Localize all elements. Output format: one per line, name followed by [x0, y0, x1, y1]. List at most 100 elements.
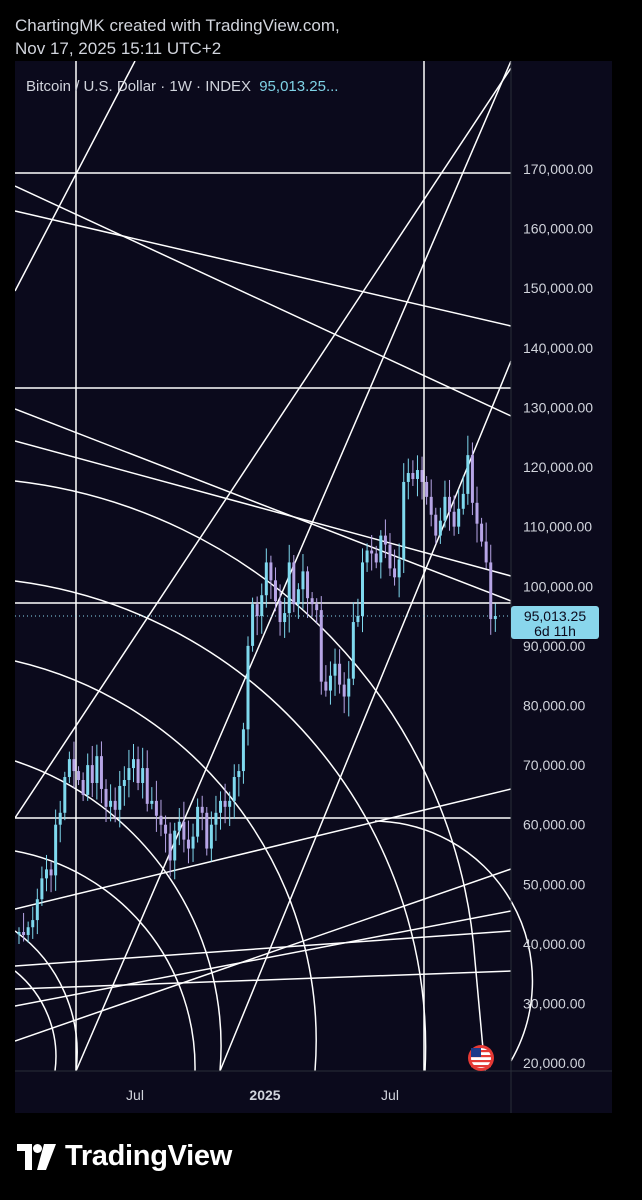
- gann-arc-3: [15, 760, 222, 1072]
- candle-body-90: [429, 496, 433, 515]
- gann-line-16: [15, 408, 512, 602]
- candles: [17, 435, 497, 944]
- candle-body-10: [63, 777, 67, 813]
- y-tick-label-8: 90,000.00: [523, 638, 585, 654]
- candle-body-29: [150, 800, 154, 804]
- y-tick-label-5: 120,000.00: [523, 459, 593, 475]
- candle-body-81: [388, 544, 392, 569]
- y-tick-label-2: 150,000.00: [523, 280, 593, 296]
- candle-body-77: [370, 550, 374, 554]
- x-tick-label-2: Jul: [381, 1087, 399, 1103]
- candle-body-7: [49, 869, 53, 876]
- y-tick-label-0: 170,000.00: [523, 161, 593, 177]
- candle-body-13: [77, 771, 81, 781]
- x-tick-label-0: Jul: [126, 1087, 144, 1103]
- symbol-last-price: 95,013.25...: [259, 78, 339, 95]
- candle-body-14: [81, 780, 85, 795]
- chart-panel[interactable]: 170,000.00 160,000.00 150,000.00 140,000.00…: [15, 61, 612, 1113]
- candle-body-17: [95, 756, 99, 783]
- gann-line-6: [15, 67, 512, 819]
- candle-body-98: [466, 455, 470, 494]
- price-tag-countdown: 6d 11h: [534, 623, 576, 639]
- candle-body-53: [260, 595, 264, 617]
- candle-body-92: [438, 520, 442, 536]
- candle-body-28: [145, 768, 149, 804]
- candle-body-101: [480, 523, 484, 542]
- candle-body-30: [154, 800, 158, 816]
- symbol-bar[interactable]: Bitcoin / U.S. Dollar · 1W · INDEX 95,01…: [26, 78, 338, 95]
- y-tick-label-15: 20,000.00: [523, 1055, 585, 1071]
- candle-body-16: [90, 765, 94, 783]
- gann-arc-2: [15, 660, 317, 1072]
- price-chart[interactable]: 170,000.00 160,000.00 150,000.00 140,000.00…: [15, 61, 612, 1113]
- candle-body-99: [470, 455, 474, 503]
- candle-body-6: [44, 869, 48, 879]
- candle-body-36: [182, 821, 186, 840]
- candle-body-70: [338, 663, 342, 685]
- header: ChartingMK created with TradingView.com,…: [15, 14, 340, 60]
- candle-body-23: [122, 780, 126, 786]
- candle-body-15: [86, 765, 90, 795]
- gann-line-10: [15, 910, 512, 1007]
- gann-arc-6: [15, 970, 57, 1072]
- candle-body-0: [17, 932, 21, 935]
- price-axis: 170,000.00 160,000.00 150,000.00 140,000.00…: [510, 61, 593, 1113]
- candle-body-56: [273, 580, 277, 602]
- candle-body-49: [241, 729, 245, 772]
- candle-body-61: [296, 589, 300, 605]
- symbol-name[interactable]: Bitcoin / U.S. Dollar · 1W · INDEX: [26, 78, 252, 95]
- candle-body-73: [351, 622, 355, 679]
- candle-body-26: [136, 759, 140, 783]
- candle-body-52: [255, 604, 259, 617]
- candle-body-33: [168, 833, 172, 861]
- candle-body-89: [425, 481, 429, 497]
- us-flag-icon: [468, 1045, 494, 1071]
- candle-body-58: [283, 613, 287, 623]
- y-tick-label-10: 70,000.00: [523, 757, 585, 773]
- candle-body-67: [324, 681, 328, 691]
- candle-body-80: [383, 535, 387, 545]
- candle-body-39: [196, 806, 200, 837]
- candle-body-4: [35, 899, 39, 921]
- candle-body-60: [292, 562, 296, 605]
- y-tick-label-4: 130,000.00: [523, 399, 593, 415]
- candle-body-97: [461, 493, 465, 509]
- candle-body-40: [200, 806, 204, 813]
- candle-body-59: [287, 562, 291, 614]
- author-line: ChartingMK created with TradingView.com,: [15, 16, 340, 35]
- candle-body-45: [223, 800, 227, 807]
- gann-line-18: [15, 61, 136, 292]
- candle-body-19: [104, 788, 108, 807]
- candle-body-76: [365, 550, 369, 563]
- candle-body-66: [319, 610, 323, 682]
- candle-body-25: [132, 759, 135, 769]
- candle-body-94: [448, 496, 452, 512]
- price-tag-box: [511, 605, 599, 639]
- candle-body-34: [173, 830, 177, 861]
- candle-body-20: [109, 800, 113, 807]
- candle-body-69: [333, 663, 337, 676]
- gann-arc-7: [374, 820, 534, 1062]
- candle-body-48: [237, 771, 241, 778]
- candle-body-71: [342, 684, 346, 697]
- flag-canton: [471, 1048, 481, 1057]
- candle-body-27: [141, 768, 145, 783]
- brand-name: TradingView: [65, 1140, 232, 1172]
- candle-body-41: [205, 812, 209, 849]
- candle-body-8: [54, 824, 58, 876]
- candle-body-68: [328, 675, 332, 691]
- candle-body-62: [301, 571, 305, 590]
- y-tick-label-13: 40,000.00: [523, 936, 585, 952]
- candle-body-104: [493, 615, 497, 620]
- candle-body-31: [159, 815, 163, 825]
- candle-body-47: [232, 777, 236, 801]
- candle-body-103: [489, 562, 493, 620]
- y-tick-label-3: 140,000.00: [523, 340, 593, 356]
- candle-body-79: [379, 535, 383, 563]
- candle-body-1: [22, 932, 26, 935]
- candle-body-43: [214, 812, 218, 825]
- candle-body-18: [99, 756, 103, 789]
- time-axis: Jul 2025 Jul: [15, 1070, 612, 1103]
- candle-body-3: [31, 920, 35, 928]
